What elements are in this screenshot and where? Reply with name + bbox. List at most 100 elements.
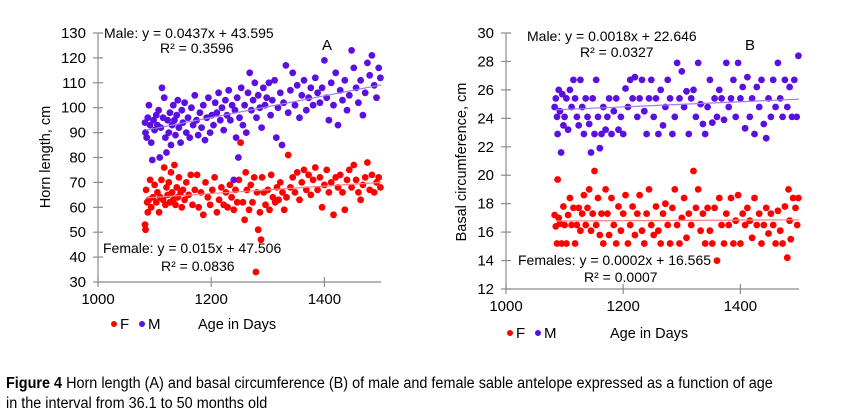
legend-female-marker-A [111, 321, 117, 327]
female-data-point [730, 240, 737, 247]
male-data-point [650, 113, 658, 121]
male-data-point [598, 130, 605, 138]
female-data-point [151, 181, 159, 189]
female-data-point [772, 240, 779, 247]
male-data-point [148, 156, 156, 164]
female-data-point [182, 179, 190, 186]
female-r2-A: R² = 0.0836 [161, 258, 235, 274]
male-data-point [276, 89, 284, 97]
female-data-point [555, 214, 563, 222]
female-data-point [602, 186, 609, 193]
female-points-B [551, 167, 802, 264]
male-data-point [776, 95, 784, 102]
male-data-point [244, 89, 252, 97]
male-data-point [631, 73, 639, 81]
male-data-point [198, 124, 206, 131]
male-data-point [587, 149, 595, 156]
male-data-point [222, 96, 229, 104]
female-data-point [250, 174, 258, 181]
male-data-point [602, 126, 609, 134]
legend-B: F M [507, 325, 557, 342]
female-data-point [699, 210, 707, 218]
male-data-point [744, 73, 751, 81]
female-data-point [377, 184, 384, 191]
male-data-point [164, 116, 172, 124]
male-data-point [167, 141, 175, 149]
male-data-point [566, 86, 574, 94]
female-data-point [640, 240, 648, 247]
legend-A: F M [111, 316, 161, 333]
male-data-point [659, 122, 667, 129]
female-data-point [215, 196, 223, 204]
female-data-point [252, 268, 260, 276]
male-data-point [673, 59, 681, 67]
female-data-point [722, 210, 730, 218]
male-data-point [727, 95, 735, 102]
female-data-point [158, 176, 165, 184]
female-data-point [739, 210, 747, 218]
male-data-point [575, 122, 583, 129]
male-data-point [570, 76, 577, 84]
x-tick-label: 1400 [308, 291, 341, 308]
female-data-point [359, 181, 367, 189]
y-axis-title-A: Horn length, cm [38, 106, 54, 208]
female-data-point [226, 181, 234, 189]
male-data-point [767, 113, 775, 121]
female-data-point [598, 210, 605, 218]
male-data-point [227, 116, 234, 124]
male-data-point [737, 95, 744, 102]
male-data-point [175, 124, 183, 131]
y-tick-label: 24 [477, 110, 494, 127]
female-data-point [256, 208, 264, 216]
female-data-point [287, 184, 294, 191]
male-data-point [605, 95, 613, 102]
male-data-point [711, 95, 718, 102]
female-data-point [619, 210, 627, 218]
female-data-point [753, 221, 761, 229]
female-data-point [789, 194, 797, 202]
female-data-point [655, 227, 662, 235]
female-data-point [708, 240, 716, 247]
y-tick-label: 30 [69, 274, 86, 291]
female-data-point [592, 221, 600, 229]
male-data-point [610, 107, 618, 115]
male-data-point [589, 95, 597, 102]
male-data-point [556, 107, 564, 115]
male-data-point [155, 106, 163, 114]
male-data-point [184, 114, 192, 122]
male-data-point [339, 96, 346, 104]
male-data-point [213, 109, 221, 117]
male-data-point [715, 86, 723, 94]
male-data-point [748, 95, 756, 102]
female-data-point [762, 204, 770, 212]
male-data-point [779, 113, 786, 121]
y-tick-label: 30 [477, 25, 494, 42]
male-data-point [348, 47, 355, 54]
female-data-point [638, 227, 646, 235]
male-data-point [162, 134, 169, 142]
female-data-point [155, 208, 163, 216]
female-data-point [348, 184, 355, 191]
male-data-point [732, 113, 740, 121]
male-data-point [158, 84, 166, 92]
male-data-point [327, 79, 335, 87]
female-data-point [314, 186, 321, 194]
female-data-point [563, 240, 570, 247]
male-data-point [647, 76, 655, 84]
female-data-point [361, 174, 369, 181]
legend-male-marker-B [535, 330, 541, 336]
female-data-point [323, 166, 331, 174]
female-data-point [179, 186, 187, 194]
female-data-point [636, 191, 643, 199]
female-data-point [767, 210, 775, 218]
female-data-point [678, 214, 686, 222]
male-data-point [633, 113, 641, 121]
male-data-point [298, 91, 306, 99]
male-data-point [760, 120, 768, 128]
female-data-point [680, 194, 688, 202]
female-trendline [555, 219, 800, 222]
female-data-point [787, 235, 795, 243]
male-data-point [615, 126, 622, 134]
